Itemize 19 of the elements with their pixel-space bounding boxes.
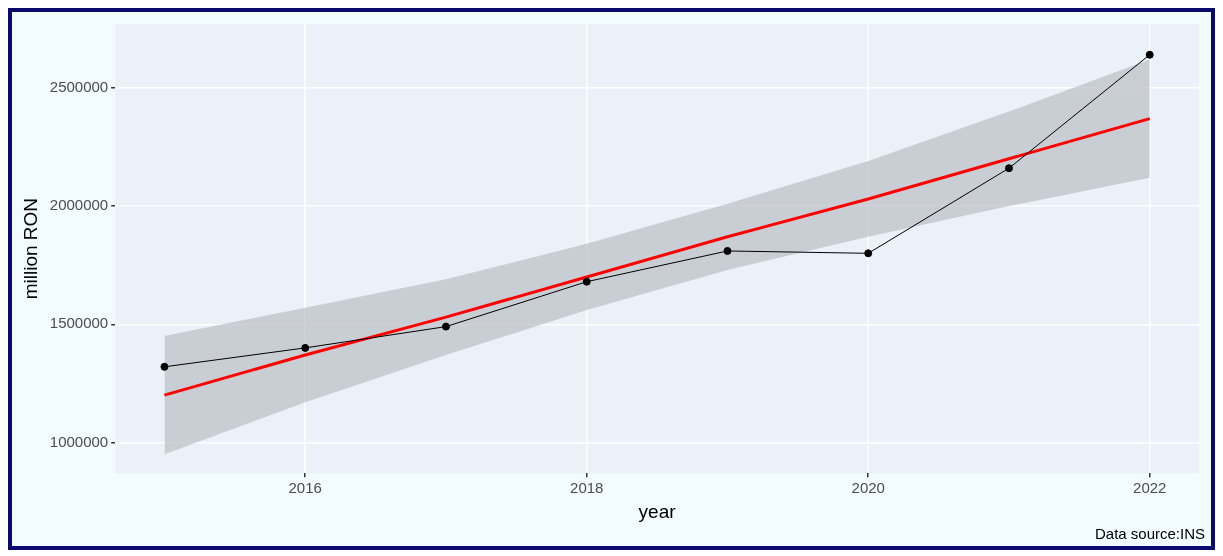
point [864,249,873,258]
point [441,322,450,331]
x-tick-label: 2022 [1133,479,1167,497]
y-axis-title: million RON [19,197,41,300]
point [1145,50,1154,59]
y-tick-label: 1500000 [49,314,109,332]
point [160,362,169,371]
y-tick-label: 2000000 [49,196,109,214]
y-tick-label: 2500000 [49,77,109,95]
point [1004,164,1013,173]
point [723,246,732,255]
point [301,343,310,352]
x-tick-label: 2020 [851,479,885,497]
y-tick-label: 1000000 [49,432,109,450]
x-axis-title: year [638,500,677,522]
point [582,277,591,286]
x-tick-label: 2016 [288,479,322,497]
x-tick-label: 2018 [570,479,604,497]
source-note: Data source:INS [1094,524,1205,542]
